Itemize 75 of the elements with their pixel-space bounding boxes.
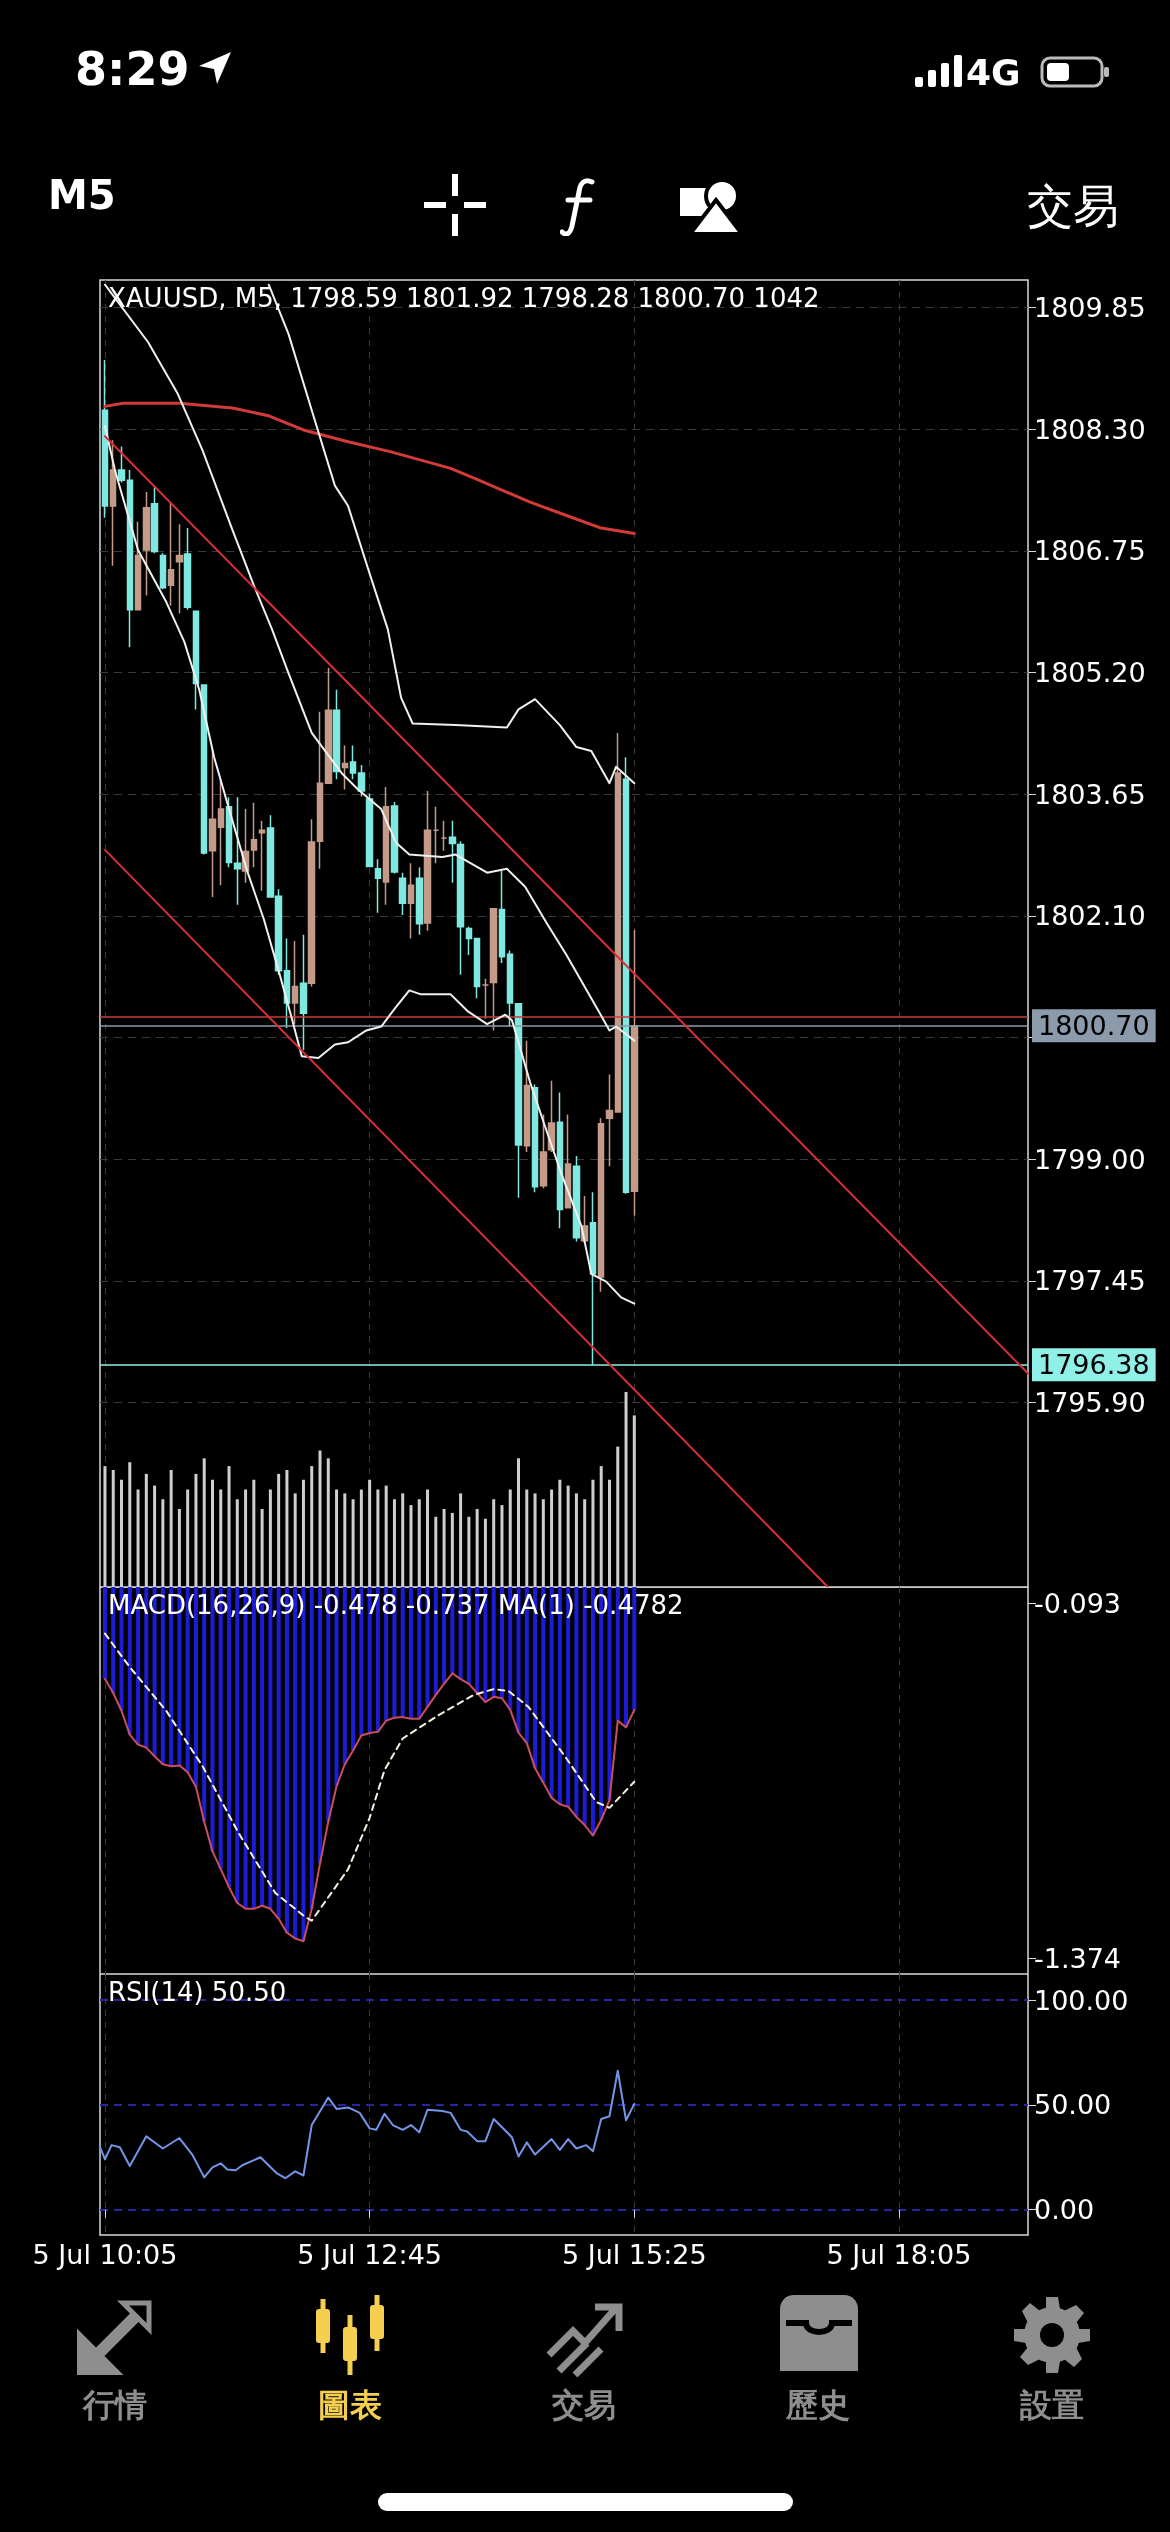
y-tick-label: 50.00 <box>1034 2089 1112 2121</box>
candlestick <box>423 790 432 932</box>
candlestick <box>539 1113 548 1189</box>
candlestick <box>622 756 630 1195</box>
candlestick <box>407 862 415 940</box>
candlestick <box>258 820 266 892</box>
candlestick <box>415 866 424 936</box>
candlestick <box>506 949 514 1028</box>
y-tick-label: 1802.10 <box>1034 900 1146 932</box>
candlestick <box>473 937 481 1000</box>
y-tick-label: 0.00 <box>1034 2194 1095 2226</box>
ref-line-label: 1796.38 <box>1038 1349 1150 1381</box>
candlestick <box>456 840 465 976</box>
y-tick-label: -0.093 <box>1034 1587 1122 1619</box>
candlestick <box>341 744 349 791</box>
candlestick <box>316 710 324 870</box>
candlestick <box>117 445 126 484</box>
candlestick <box>589 1191 597 1366</box>
text: 4G <box>966 52 1021 93</box>
candlestick <box>365 792 374 868</box>
x-tick-label: 5 Jul 12:45 <box>297 2239 442 2270</box>
candlestick <box>175 523 184 615</box>
text: 行情 <box>81 2385 148 2426</box>
candlestick <box>167 501 175 607</box>
text: 交易 <box>551 2385 617 2426</box>
chart-title: RSI(14) 50.50 <box>108 1977 287 2007</box>
candlestick <box>498 870 506 964</box>
y-tick-label: 100.00 <box>1034 1984 1129 2016</box>
x-tick-label: 5 Jul 15:25 <box>561 2239 707 2270</box>
candlestick <box>233 796 242 906</box>
candlestick <box>349 744 357 780</box>
candlestick <box>440 820 448 852</box>
ref-line-label: 1800.70 <box>1038 1010 1150 1042</box>
y-tick-label: 1808.30 <box>1034 413 1146 445</box>
candlestick <box>324 667 333 784</box>
candlestick <box>374 858 382 914</box>
candlestick <box>597 1117 605 1293</box>
candlestick <box>142 491 151 597</box>
candlestick <box>250 802 258 868</box>
candlestick <box>481 977 490 1020</box>
candlestick <box>614 732 622 1113</box>
line-series <box>103 1672 636 1943</box>
y-tick-label: 1799.00 <box>1034 1143 1146 1175</box>
candlestick <box>489 908 498 1032</box>
candlestick <box>159 552 167 591</box>
y-tick-label: -1.374 <box>1034 1942 1122 1974</box>
candlestick <box>109 439 117 567</box>
candlestick <box>630 929 639 1217</box>
candlestick <box>448 820 457 884</box>
candlestick <box>299 933 308 1051</box>
candlestick <box>605 1073 614 1167</box>
y-tick-label: 1803.65 <box>1034 778 1146 810</box>
candlestick <box>523 1039 531 1153</box>
text: 圖表 <box>317 2385 383 2426</box>
y-tick-label: 1809.85 <box>1034 291 1146 323</box>
candlestick <box>398 871 407 916</box>
y-tick-label: 1806.75 <box>1034 535 1146 567</box>
candlestick <box>332 689 341 780</box>
text: 歷史 <box>785 2385 851 2426</box>
candlestick <box>432 805 440 864</box>
candlestick <box>183 527 192 611</box>
x-tick-label: 5 Jul 10:05 <box>32 2239 178 2270</box>
candlestick <box>291 940 299 1025</box>
y-tick-label: 1805.20 <box>1034 656 1146 688</box>
x-tick-label: 5 Jul 18:05 <box>826 2239 972 2270</box>
candlestick <box>307 818 316 988</box>
candlestick <box>465 926 473 956</box>
text: M5 <box>48 172 116 218</box>
text: 設置 <box>1019 2385 1085 2426</box>
text: 交易 <box>1027 178 1119 235</box>
y-tick-label: 1797.45 <box>1034 1265 1146 1297</box>
text: 8:29 <box>75 42 190 96</box>
candlestick <box>134 521 142 611</box>
y-tick-label: 1795.90 <box>1034 1387 1146 1419</box>
candlestick <box>357 764 366 798</box>
